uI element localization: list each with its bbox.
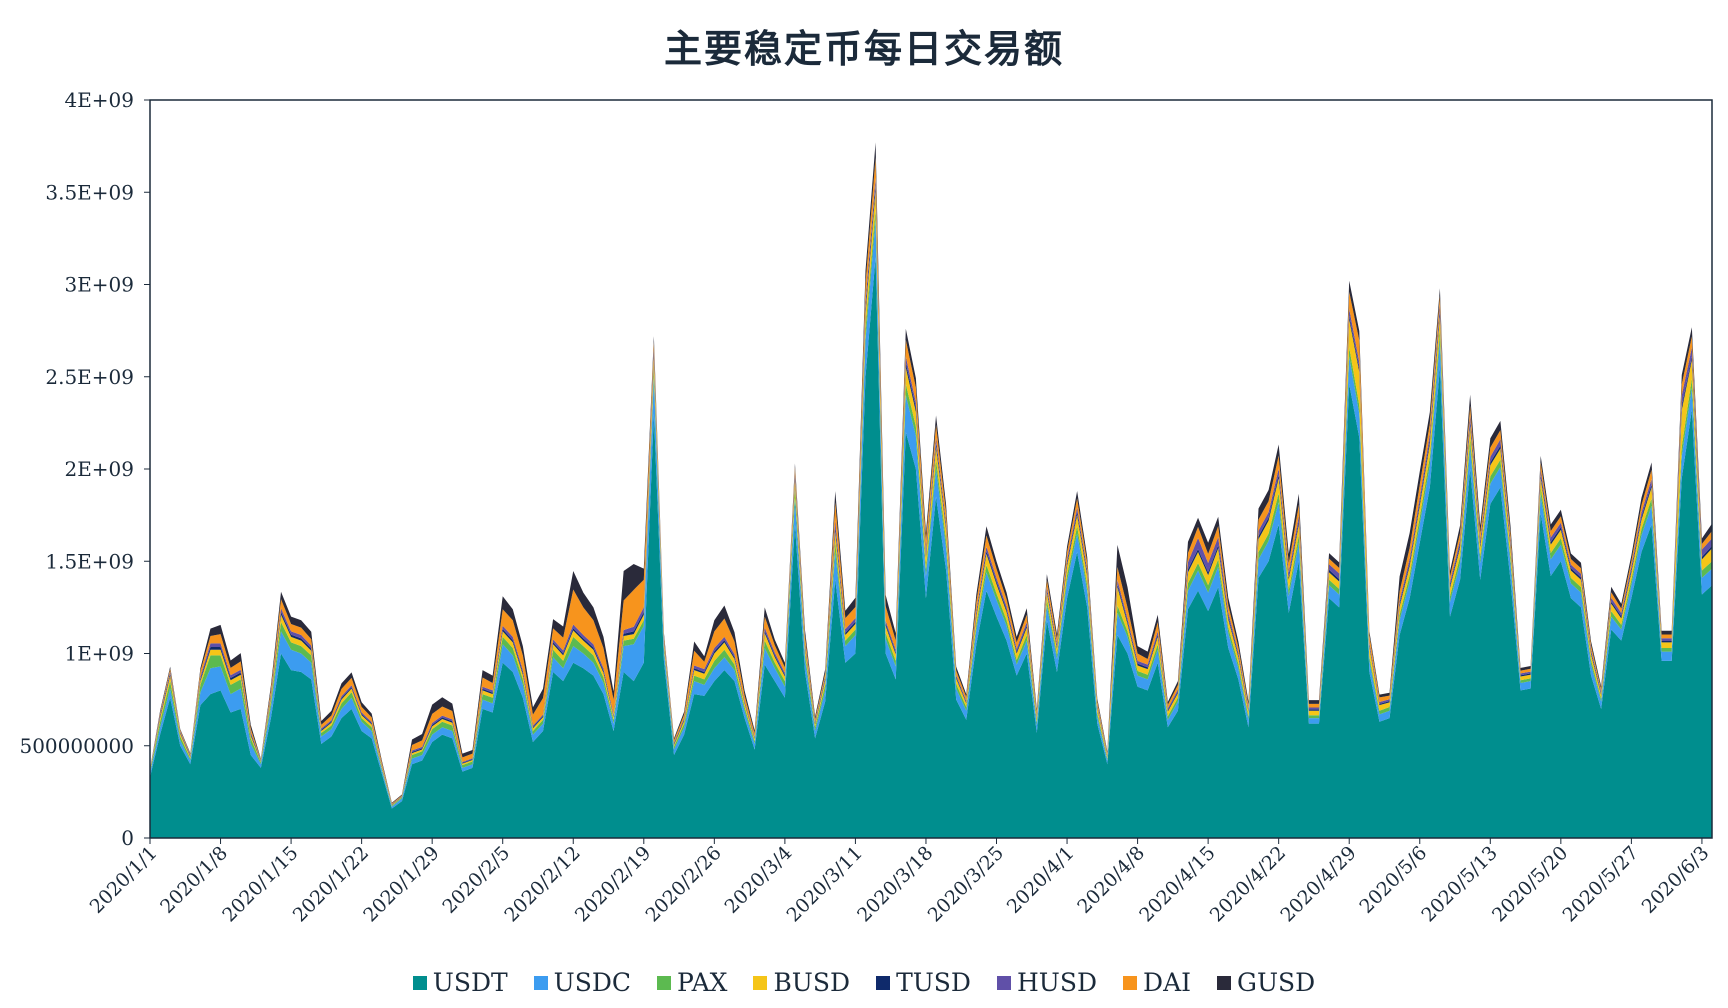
legend-swatch xyxy=(1217,975,1232,990)
y-tick-label: 3E+09 xyxy=(64,273,134,297)
legend-item-tusd: TUSD xyxy=(876,968,971,997)
legend-label: BUSD xyxy=(773,968,851,997)
legend-swatch xyxy=(533,975,548,990)
x-tick-label: 2020/3/11 xyxy=(783,842,867,926)
legend-item-usdt: USDT xyxy=(412,968,508,997)
x-tick-label: 2020/3/25 xyxy=(924,842,1008,926)
y-tick-label: 1.5E+09 xyxy=(45,549,134,573)
legend-label: USDC xyxy=(553,968,632,997)
legend-label: PAX xyxy=(677,968,728,997)
legend-swatch xyxy=(753,975,768,990)
x-tick-label: 2020/1/15 xyxy=(218,842,302,926)
y-tick-label: 1E+09 xyxy=(64,642,134,666)
legend-label: DAI xyxy=(1143,968,1192,997)
x-tick-label: 2020/2/12 xyxy=(500,842,584,926)
x-tick-label: 2020/1/29 xyxy=(359,842,443,926)
legend-swatch xyxy=(996,975,1011,990)
legend: USDT USDC PAX BUSD TUSD HUSD DAI GUSD xyxy=(0,968,1728,997)
x-tick-label: 2020/2/19 xyxy=(571,842,655,926)
legend-label: HUSD xyxy=(1016,968,1098,997)
area-usdt xyxy=(150,256,1712,839)
x-axis: 2020/1/12020/1/82020/1/152020/1/222020/1… xyxy=(86,838,1714,926)
x-tick-label: 2020/5/6 xyxy=(1355,842,1431,918)
series-areas xyxy=(150,142,1712,839)
x-tick-label: 2020/1/1 xyxy=(86,842,162,918)
x-tick-label: 2020/3/18 xyxy=(853,842,937,926)
legend-swatch xyxy=(1123,975,1138,990)
x-tick-label: 2020/5/13 xyxy=(1417,842,1501,926)
y-tick-label: 3.5E+09 xyxy=(45,180,134,204)
legend-label: GUSD xyxy=(1237,968,1316,997)
x-tick-label: 2020/4/22 xyxy=(1206,842,1290,926)
x-tick-label: 2020/2/5 xyxy=(438,842,514,918)
chart-title: 主要稳定币每日交易额 xyxy=(663,27,1064,71)
legend-item-usdc: USDC xyxy=(533,968,632,997)
x-tick-label: 2020/1/8 xyxy=(156,842,232,918)
legend-item-busd: BUSD xyxy=(753,968,850,997)
x-tick-label: 2020/6/3 xyxy=(1638,842,1714,918)
legend-swatch xyxy=(657,975,672,990)
legend-label: USDT xyxy=(432,968,508,997)
x-tick-label: 2020/4/15 xyxy=(1135,842,1219,926)
x-tick-label: 2020/2/26 xyxy=(641,842,725,926)
legend-item-gusd: GUSD xyxy=(1217,968,1315,997)
x-tick-label: 2020/1/22 xyxy=(289,842,373,926)
y-axis: 0 500000000 1E+09 1.5E+09 2E+09 2.5E+09 3E+09 3… xyxy=(19,88,150,850)
legend-swatch xyxy=(876,975,891,990)
legend-item-husd: HUSD xyxy=(996,968,1098,997)
x-tick-label: 2020/4/8 xyxy=(1073,842,1149,918)
x-tick-label: 2020/4/1 xyxy=(1003,842,1079,918)
legend-label: TUSD xyxy=(896,968,971,997)
x-tick-label: 2020/3/4 xyxy=(721,842,797,918)
x-tick-label: 2020/5/20 xyxy=(1488,842,1572,926)
legend-swatch xyxy=(412,975,427,990)
y-tick-label: 4E+09 xyxy=(64,88,134,112)
x-tick-label: 2020/4/29 xyxy=(1276,842,1360,926)
y-tick-label: 0 xyxy=(121,826,134,850)
y-tick-label: 2.5E+09 xyxy=(45,365,134,389)
y-tick-label: 2E+09 xyxy=(64,457,134,481)
y-tick-label: 500000000 xyxy=(19,734,134,758)
legend-item-pax: PAX xyxy=(657,968,727,997)
x-tick-label: 2020/5/27 xyxy=(1558,842,1642,926)
legend-item-dai: DAI xyxy=(1123,968,1191,997)
